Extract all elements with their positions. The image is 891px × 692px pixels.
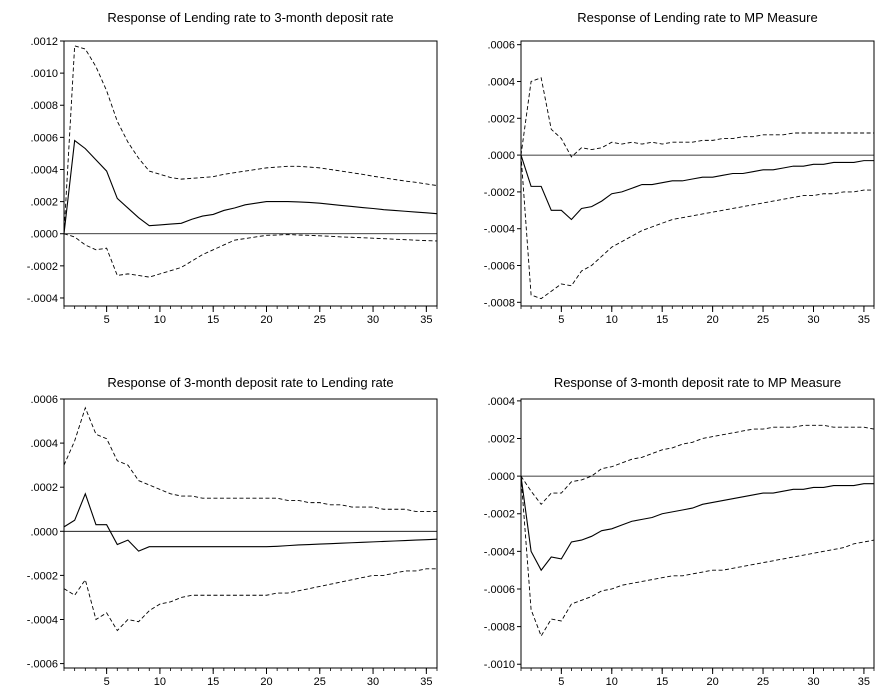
lower-band-line — [520, 476, 875, 638]
y-tick-label: .0008 — [30, 100, 58, 112]
y-tick-label: .0002 — [30, 197, 58, 209]
upper-band-line — [63, 406, 437, 512]
plot-frame — [520, 398, 875, 669]
x-tick-label: 5 — [104, 676, 110, 688]
y-tick-label: .0012 — [30, 36, 58, 48]
y-tick-label: -.0004 — [27, 293, 58, 305]
y-tick-label: .0006 — [30, 394, 58, 406]
x-tick-label: 25 — [757, 676, 769, 688]
chart-panel-1: Response of Lending rate to 3-month depo… — [27, 10, 438, 326]
y-tick-label: -.0006 — [484, 584, 515, 596]
y-tick-label: .0000 — [487, 150, 515, 162]
upper-band-line — [63, 45, 438, 234]
y-tick-label: -.0002 — [484, 509, 515, 521]
x-tick-label: 30 — [807, 314, 819, 326]
response-line — [520, 476, 874, 572]
x-tick-label: 25 — [314, 676, 326, 688]
x-tick-label: 30 — [367, 314, 379, 326]
y-tick-label: .0004 — [30, 438, 58, 450]
y-tick-label: -.0006 — [27, 659, 58, 671]
chart-title: Response of Lending rate to 3-month depo… — [107, 10, 393, 25]
x-tick-label: 30 — [367, 676, 379, 688]
y-tick-label: -.0002 — [484, 187, 515, 199]
x-tick-label: 10 — [606, 314, 618, 326]
chart-title: Response of 3-month deposit rate to Lend… — [107, 375, 393, 390]
lower-band-line — [520, 155, 874, 300]
x-tick-label: 20 — [707, 676, 719, 688]
chart-panel-3: Response of 3-month deposit rate to Lend… — [27, 375, 438, 688]
y-tick-label: -.0008 — [484, 622, 515, 634]
x-tick-label: 15 — [656, 314, 668, 326]
chart-title: Response of 3-month deposit rate to MP M… — [554, 375, 841, 390]
chart-panel-2: Response of Lending rate to MP Measure -.… — [484, 10, 875, 326]
y-tick-label: -.0008 — [484, 297, 515, 309]
x-tick-label: 35 — [420, 314, 432, 326]
y-tick-label: .0004 — [487, 396, 515, 408]
y-tick-label: -.0002 — [27, 570, 58, 582]
y-tick-label: .0006 — [30, 132, 58, 144]
x-tick-label: 35 — [420, 676, 432, 688]
x-tick-label: 35 — [858, 676, 870, 688]
y-tick-label: -.0004 — [27, 614, 58, 626]
y-tick-label: .0004 — [487, 76, 515, 88]
y-tick-label: .0002 — [487, 113, 515, 125]
x-tick-label: 35 — [858, 314, 870, 326]
lower-band-line — [63, 233, 438, 278]
y-tick-label: .0010 — [30, 68, 58, 80]
response-line — [520, 154, 874, 221]
y-tick-label: .0002 — [30, 482, 58, 494]
response-line — [63, 139, 438, 234]
plot-frame — [63, 40, 438, 307]
x-tick-label: 10 — [606, 676, 618, 688]
lower-band-line — [63, 568, 437, 632]
x-tick-label: 5 — [558, 676, 564, 688]
y-tick-label: .0002 — [487, 434, 515, 446]
x-tick-label: 5 — [558, 314, 564, 326]
y-tick-label: .0000 — [30, 526, 58, 538]
x-tick-label: 5 — [104, 314, 110, 326]
x-tick-label: 15 — [656, 676, 668, 688]
x-tick-label: 25 — [314, 314, 326, 326]
y-tick-label: .0000 — [30, 229, 58, 241]
x-tick-label: 30 — [807, 676, 819, 688]
upper-band-line — [520, 77, 874, 158]
chart-panel-4: Response of 3-month deposit rate to MP M… — [484, 375, 875, 688]
plot-frame — [63, 398, 438, 669]
y-tick-label: -.0010 — [484, 659, 515, 671]
x-tick-label: 20 — [260, 676, 272, 688]
x-tick-label: 20 — [260, 314, 272, 326]
y-tick-label: -.0004 — [484, 546, 515, 558]
y-tick-label: -.0002 — [27, 261, 58, 273]
x-tick-label: 25 — [757, 314, 769, 326]
x-tick-label: 20 — [707, 314, 719, 326]
y-tick-label: .0004 — [30, 164, 58, 176]
y-tick-label: .0006 — [487, 40, 515, 52]
y-tick-label: -.0004 — [484, 224, 515, 236]
x-tick-label: 15 — [207, 314, 219, 326]
response-line — [63, 492, 438, 552]
y-tick-label: .0000 — [487, 471, 515, 483]
y-tick-label: -.0006 — [484, 261, 515, 273]
chart-title: Response of Lending rate to MP Measure — [577, 10, 817, 25]
x-tick-label: 10 — [154, 676, 166, 688]
x-tick-label: 15 — [207, 676, 219, 688]
x-tick-label: 10 — [154, 314, 166, 326]
upper-band-line — [520, 424, 875, 506]
plot-frame — [520, 40, 875, 307]
